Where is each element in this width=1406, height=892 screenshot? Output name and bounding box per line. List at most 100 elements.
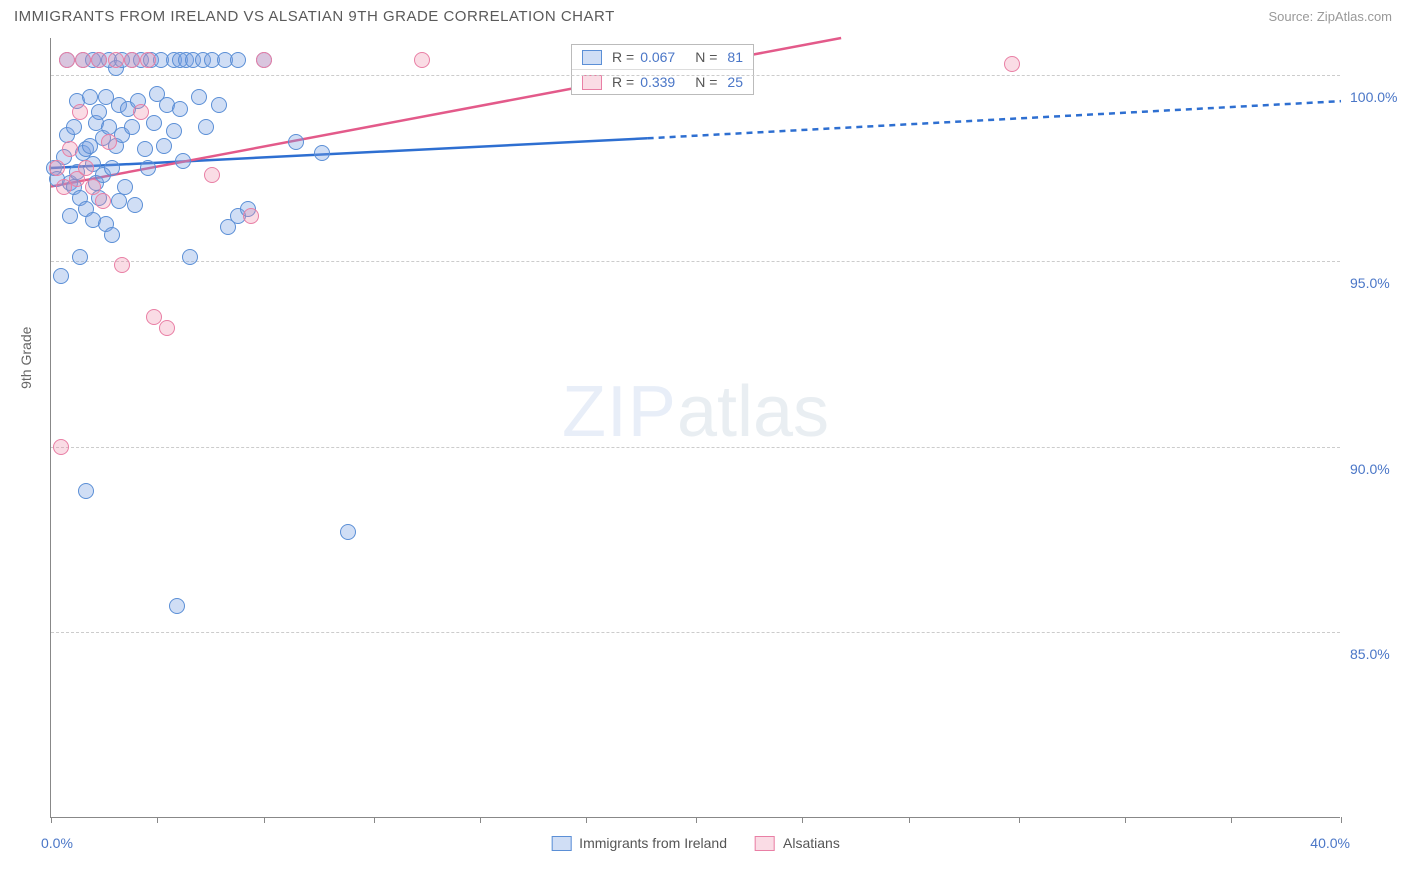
data-point [243, 208, 259, 224]
data-point [104, 160, 120, 176]
data-point [95, 193, 111, 209]
data-point [72, 104, 88, 120]
gridline [51, 75, 1340, 76]
data-point [62, 141, 78, 157]
data-point [159, 320, 175, 336]
x-tick [909, 817, 910, 823]
scatter-plot: ZIPatlas R =0.067N =81R =0.339N =25 0.0%… [50, 38, 1340, 818]
x-tick [51, 817, 52, 823]
watermark-zip: ZIP [562, 372, 677, 452]
data-point [140, 160, 156, 176]
legend-series-label: Alsatians [783, 835, 840, 851]
legend-n-label: N = [695, 74, 717, 90]
x-tick [802, 817, 803, 823]
data-point [53, 268, 69, 284]
data-point [111, 193, 127, 209]
chart-title: IMMIGRANTS FROM IRELAND VS ALSATIAN 9TH … [14, 8, 615, 25]
series-legend: Immigrants from Ireland Alsatians [551, 835, 840, 851]
legend-n-value: 25 [727, 74, 743, 90]
y-tick-label: 85.0% [1350, 646, 1406, 662]
source-label: Source: ZipAtlas.com [1268, 9, 1392, 24]
x-tick [1341, 817, 1342, 823]
data-point [114, 257, 130, 273]
data-point [146, 115, 162, 131]
gridline [51, 632, 1340, 633]
legend-r-value: 0.067 [640, 49, 675, 65]
data-point [91, 52, 107, 68]
data-point [66, 119, 82, 135]
data-point [75, 52, 91, 68]
data-point [101, 134, 117, 150]
data-point [78, 483, 94, 499]
data-point [59, 52, 75, 68]
data-point [175, 153, 191, 169]
legend-row: R = 0.339 N = 25 [572, 69, 753, 94]
data-point [191, 89, 207, 105]
y-axis-title: 9th Grade [18, 327, 34, 389]
gridline [51, 447, 1340, 448]
data-point [78, 160, 94, 176]
data-point [82, 89, 98, 105]
data-point [91, 104, 107, 120]
data-point [156, 138, 172, 154]
legend-swatch [582, 75, 602, 90]
y-tick-label: 95.0% [1350, 275, 1406, 291]
legend-item: Immigrants from Ireland [551, 835, 727, 851]
correlation-legend: R = 0.067 N = 81 R = 0.339 N = 25 [571, 44, 754, 95]
data-point [85, 179, 101, 195]
data-point [169, 598, 185, 614]
legend-row: R = 0.067 N = 81 [572, 45, 753, 69]
x-axis-min-label: 0.0% [41, 835, 73, 851]
data-point [72, 249, 88, 265]
legend-item: Alsatians [755, 835, 840, 851]
x-tick [264, 817, 265, 823]
data-point [124, 119, 140, 135]
data-point [133, 104, 149, 120]
watermark-atlas: atlas [677, 372, 829, 452]
data-point [49, 160, 65, 176]
data-point [166, 123, 182, 139]
data-point [340, 524, 356, 540]
legend-r-label: R = [612, 74, 634, 90]
x-tick [480, 817, 481, 823]
legend-n-value: 81 [727, 49, 743, 65]
data-point [137, 141, 153, 157]
x-tick [586, 817, 587, 823]
x-tick [157, 817, 158, 823]
data-point [1004, 56, 1020, 72]
x-tick [1231, 817, 1232, 823]
trend-lines [51, 38, 1341, 818]
data-point [127, 197, 143, 213]
data-point [314, 145, 330, 161]
data-point [204, 167, 220, 183]
legend-swatch [582, 50, 602, 65]
gridline [51, 261, 1340, 262]
x-tick [1019, 817, 1020, 823]
data-point [288, 134, 304, 150]
data-point [108, 52, 124, 68]
legend-r-value: 0.339 [640, 74, 675, 90]
y-tick-label: 100.0% [1350, 89, 1406, 105]
x-tick [1125, 817, 1126, 823]
y-tick-label: 90.0% [1350, 461, 1406, 477]
legend-swatch [755, 836, 775, 851]
x-axis-max-label: 40.0% [1310, 835, 1350, 851]
watermark: ZIPatlas [562, 371, 829, 453]
legend-swatch [551, 836, 571, 851]
data-point [414, 52, 430, 68]
x-tick [374, 817, 375, 823]
data-point [172, 101, 188, 117]
data-point [62, 208, 78, 224]
data-point [211, 97, 227, 113]
data-point [230, 52, 246, 68]
legend-series-label: Immigrants from Ireland [579, 835, 727, 851]
data-point [256, 52, 272, 68]
data-point [198, 119, 214, 135]
data-point [53, 439, 69, 455]
data-point [117, 179, 133, 195]
legend-n-label: N = [695, 49, 717, 65]
data-point [182, 249, 198, 265]
x-tick [696, 817, 697, 823]
data-point [140, 52, 156, 68]
legend-r-label: R = [612, 49, 634, 65]
